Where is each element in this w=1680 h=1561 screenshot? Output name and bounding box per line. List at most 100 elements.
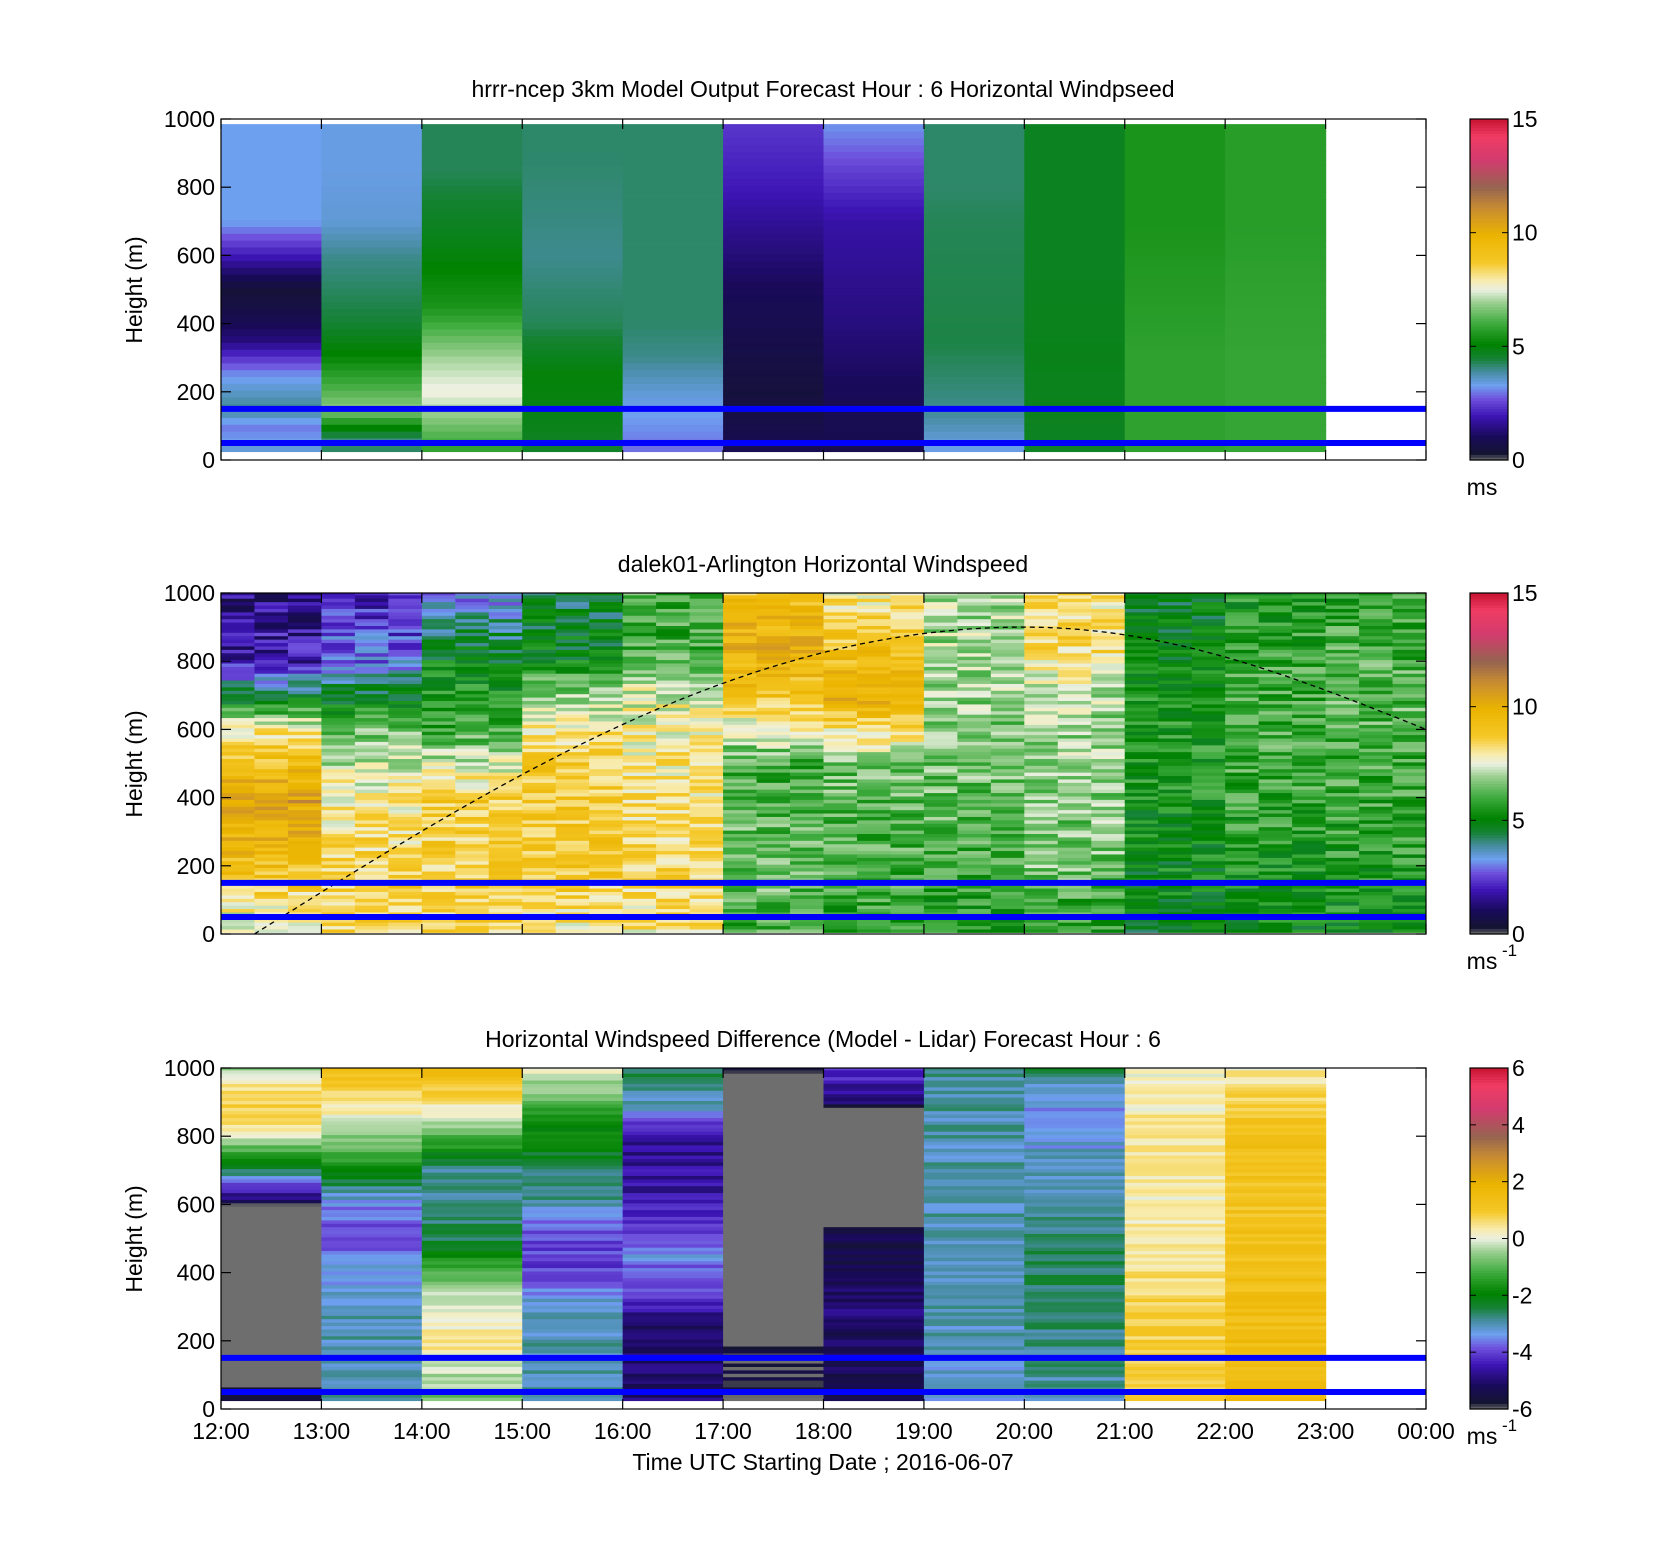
colorbar-segment	[1470, 127, 1508, 131]
heatmap-cell	[555, 922, 590, 927]
heatmap-cell	[1325, 601, 1360, 606]
heatmap-cell	[1258, 690, 1293, 695]
heatmap-cell	[1225, 833, 1260, 838]
heatmap-cell	[1392, 905, 1426, 910]
heatmap-cell	[856, 918, 892, 923]
heatmap-cell	[1091, 864, 1126, 869]
heatmap-cell	[923, 604, 958, 609]
heatmap-cell	[1124, 918, 1159, 923]
heatmap-cell	[455, 714, 490, 719]
heatmap-cell	[455, 625, 490, 630]
heatmap-cell	[957, 645, 992, 650]
heatmap-cell	[756, 772, 791, 777]
heatmap-cell	[421, 1349, 523, 1354]
colorbar-segment	[1470, 885, 1508, 890]
heatmap-cell	[287, 669, 323, 674]
heatmap-cell	[1091, 792, 1126, 797]
heatmap-cell	[923, 669, 958, 674]
colorbar-segment	[1470, 706, 1508, 711]
colorbar-segment	[1470, 820, 1508, 824]
heatmap-cell	[1359, 816, 1394, 821]
heatmap-cell	[1158, 717, 1193, 722]
heatmap-cell	[823, 669, 858, 674]
heatmap-cell	[890, 731, 925, 736]
colorbar-segment	[1470, 698, 1508, 702]
heatmap-cell	[421, 1161, 523, 1166]
heatmap-cell	[321, 1322, 423, 1327]
heatmap-cell	[756, 918, 791, 923]
heatmap-cell	[689, 741, 724, 746]
heatmap-cell	[723, 593, 758, 596]
heatmap-cell	[990, 710, 1025, 715]
heatmap-cell	[354, 635, 389, 640]
heatmap-cell	[1258, 652, 1293, 657]
heatmap-cell	[321, 1161, 423, 1166]
heatmap-cell	[1191, 840, 1226, 845]
heatmap-cell	[622, 683, 657, 688]
heatmap-cell	[321, 362, 423, 371]
heatmap-cell	[823, 315, 925, 323]
heatmap-cell	[1359, 686, 1394, 691]
heatmap-cell	[1158, 853, 1193, 858]
heatmap-cell	[1325, 905, 1360, 910]
heatmap-cell	[990, 659, 1025, 664]
heatmap-cell	[622, 1253, 724, 1258]
heatmap-cell	[589, 836, 624, 841]
heatmap-cell	[455, 901, 490, 906]
heatmap-cell	[1024, 836, 1059, 841]
heatmap-cell	[656, 683, 691, 688]
heatmap-cell	[1225, 356, 1327, 364]
heatmap-cell	[790, 676, 825, 681]
heatmap-cell	[1124, 593, 1159, 596]
heatmap-cell	[1292, 884, 1327, 889]
heatmap-cell	[790, 894, 825, 899]
colorbar-segment	[1470, 337, 1508, 342]
heatmap-cell	[522, 1325, 624, 1330]
heatmap-cell	[1124, 905, 1159, 910]
heatmap-cell	[957, 652, 992, 657]
heatmap-cell	[1158, 772, 1193, 777]
heatmap-cell	[622, 158, 724, 166]
heatmap-cell	[1292, 908, 1327, 913]
heatmap-cell	[287, 894, 323, 899]
heatmap-cell	[689, 615, 724, 620]
heatmap-cell	[1057, 894, 1092, 899]
heatmap-cell	[354, 812, 389, 817]
heatmap-cell	[622, 615, 657, 620]
heatmap-cell	[1124, 751, 1159, 756]
heatmap-cell	[522, 1120, 624, 1125]
heatmap-cell	[689, 673, 724, 678]
heatmap-cell	[555, 717, 590, 722]
heatmap-cell	[923, 850, 958, 855]
heatmap-cell	[1359, 836, 1394, 841]
heatmap-cell	[421, 267, 523, 275]
heatmap-cell	[421, 219, 523, 228]
heatmap-cell	[354, 819, 389, 824]
heatmap-cell	[488, 707, 523, 712]
heatmap-cell	[856, 731, 892, 736]
heatmap-cell	[522, 1175, 624, 1180]
heatmap-cell	[254, 925, 289, 930]
heatmap-cell	[1057, 826, 1092, 831]
heatmap-cell	[957, 870, 992, 875]
heatmap-cell	[689, 925, 724, 930]
heatmap-cell	[321, 1380, 423, 1385]
heatmap-cell	[522, 758, 557, 763]
heatmap-cell	[856, 594, 892, 599]
colorbar-tick-label: 10	[1512, 694, 1538, 720]
heatmap-cell	[421, 703, 456, 708]
heatmap-cell	[522, 877, 557, 882]
heatmap-cell	[388, 604, 423, 609]
panel1-reference-lines	[221, 405, 1426, 446]
heatmap-cell	[321, 922, 356, 927]
heatmap-cell	[1225, 611, 1260, 616]
heatmap-cell	[287, 700, 323, 705]
heatmap-cell	[522, 280, 624, 289]
heatmap-cell	[354, 601, 389, 606]
heatmap-cell	[1158, 741, 1193, 746]
heatmap-cell	[221, 158, 323, 166]
heatmap-cell	[1325, 731, 1360, 736]
heatmap-cell	[1325, 618, 1360, 623]
heatmap-cell	[990, 925, 1025, 930]
heatmap-cell	[1124, 840, 1159, 845]
